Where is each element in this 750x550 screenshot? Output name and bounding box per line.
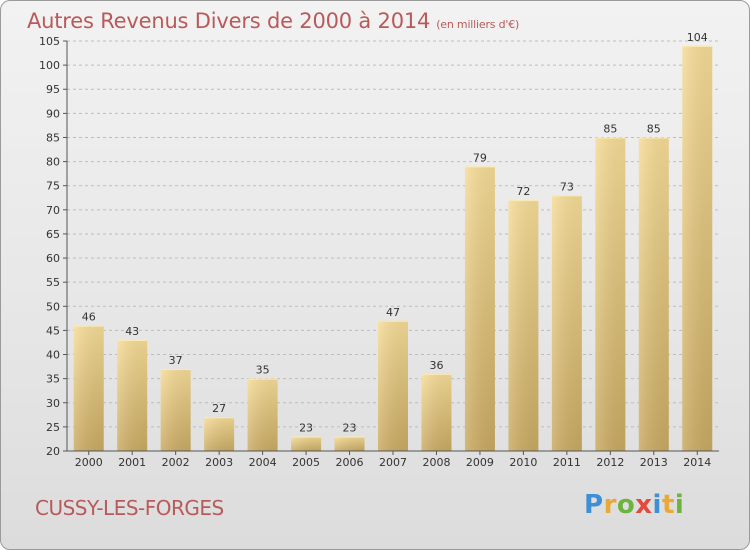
bar-shade bbox=[160, 369, 191, 451]
x-tick-label: 2011 bbox=[553, 456, 581, 469]
bar-shade bbox=[247, 378, 278, 451]
bar-shade bbox=[421, 373, 452, 451]
bar-value-label: 72 bbox=[516, 185, 530, 198]
x-tick-label: 2006 bbox=[336, 456, 364, 469]
x-tick-label: 2009 bbox=[466, 456, 494, 469]
y-tick-label: 20 bbox=[46, 445, 60, 458]
chart-unit: (en milliers d'€) bbox=[436, 18, 520, 31]
bar-shade bbox=[638, 137, 669, 451]
y-tick-label: 75 bbox=[46, 180, 60, 193]
bar-value-label: 47 bbox=[386, 306, 400, 319]
bar-value-label: 85 bbox=[647, 122, 661, 135]
axis-layer: 20 25 30 35 40 45 50 55 60 65 70 75 80 85 90 95 100 105 20… bbox=[39, 35, 719, 469]
bar-shade bbox=[291, 436, 322, 451]
bar-shade bbox=[595, 137, 626, 451]
x-tick-label: 2001 bbox=[118, 456, 146, 469]
x-tick-label: 2005 bbox=[292, 456, 320, 469]
bar-shade bbox=[73, 325, 104, 451]
bar-value-label: 46 bbox=[82, 311, 96, 324]
y-tick-label: 70 bbox=[46, 204, 60, 217]
bar-value-label: 23 bbox=[299, 422, 313, 435]
y-tick-label: 45 bbox=[46, 324, 60, 337]
x-tick-label: 2010 bbox=[509, 456, 537, 469]
y-tick-label: 95 bbox=[46, 83, 60, 96]
bar-value-label: 73 bbox=[560, 180, 574, 193]
bar-value-label: 37 bbox=[169, 354, 183, 367]
y-tick-label: 80 bbox=[46, 156, 60, 169]
bar-value-label: 23 bbox=[343, 422, 357, 435]
bar-shade bbox=[378, 320, 408, 451]
bar-shade bbox=[204, 417, 235, 451]
bar-value-label: 43 bbox=[125, 325, 139, 338]
bar-shade bbox=[508, 200, 539, 451]
bar-value-label: 104 bbox=[687, 31, 708, 44]
x-tick-label: 2012 bbox=[596, 456, 624, 469]
x-tick-label: 2004 bbox=[249, 456, 277, 469]
x-tick-label: 2000 bbox=[75, 456, 103, 469]
bar-layer bbox=[73, 45, 713, 452]
y-tick-label: 30 bbox=[46, 397, 60, 410]
y-tick-label: 35 bbox=[46, 373, 60, 386]
x-tick-label: 2014 bbox=[683, 456, 711, 469]
y-tick-label: 25 bbox=[46, 421, 60, 434]
bar-shade bbox=[551, 195, 582, 451]
proxiti-logo: Proxiti bbox=[584, 490, 685, 520]
y-tick-label: 90 bbox=[46, 107, 60, 120]
x-tick-label: 2003 bbox=[205, 456, 233, 469]
y-tick-label: 85 bbox=[46, 131, 60, 144]
y-tick-label: 100 bbox=[39, 59, 60, 72]
chart-title: Autres Revenus Divers de 2000 à 2014 (en … bbox=[27, 9, 519, 33]
bar-shade bbox=[334, 436, 365, 451]
x-tick-label: 2007 bbox=[379, 456, 407, 469]
bar-shade bbox=[464, 166, 495, 452]
chart-title-text: Autres Revenus Divers de 2000 à 2014 bbox=[27, 9, 431, 33]
bar-value-label: 36 bbox=[429, 359, 443, 372]
bar-value-label: 79 bbox=[473, 151, 487, 164]
bar-value-label: 35 bbox=[256, 364, 270, 377]
x-tick-label: 2002 bbox=[162, 456, 190, 469]
y-tick-label: 65 bbox=[46, 228, 60, 241]
y-tick-label: 50 bbox=[46, 300, 60, 313]
y-tick-label: 105 bbox=[39, 35, 60, 48]
x-tick-label: 2013 bbox=[640, 456, 668, 469]
bar-value-label: 27 bbox=[212, 402, 226, 415]
bar-value-label: 85 bbox=[603, 122, 617, 135]
bar-shade bbox=[117, 340, 148, 451]
commune-name: CUSSY-LES-FORGES bbox=[35, 496, 224, 520]
x-tick-label: 2008 bbox=[422, 456, 450, 469]
y-tick-label: 55 bbox=[46, 276, 60, 289]
y-tick-label: 60 bbox=[46, 252, 60, 265]
y-tick-label: 40 bbox=[46, 349, 60, 362]
bar-shade bbox=[682, 45, 713, 452]
label-layer: 46 43 37 27 35 23 23 47 36 79 72 73 85 85 104 bbox=[82, 31, 708, 435]
